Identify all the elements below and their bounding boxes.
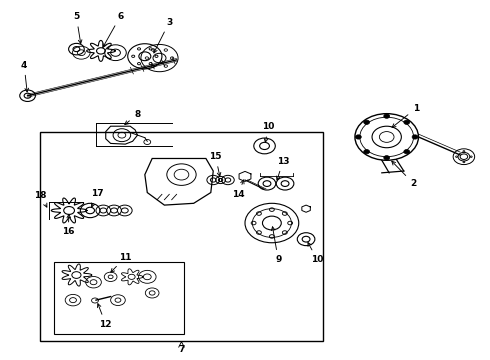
Text: 6: 6 xyxy=(103,12,123,48)
Text: 4: 4 xyxy=(21,61,28,92)
Text: 15: 15 xyxy=(209,152,222,176)
Circle shape xyxy=(355,135,361,139)
Text: 10: 10 xyxy=(262,122,274,142)
Text: 11: 11 xyxy=(111,253,131,272)
Text: 14: 14 xyxy=(232,180,245,199)
Text: 10: 10 xyxy=(308,243,323,264)
Bar xyxy=(54,262,184,334)
Text: 9: 9 xyxy=(271,227,281,264)
Text: 13: 13 xyxy=(276,157,290,180)
Text: 17: 17 xyxy=(91,189,104,207)
Text: 18: 18 xyxy=(34,190,47,207)
Circle shape xyxy=(384,114,390,118)
Text: 2: 2 xyxy=(392,161,416,188)
Text: 12: 12 xyxy=(98,304,112,329)
Text: 5: 5 xyxy=(74,12,82,44)
Circle shape xyxy=(412,135,418,139)
Bar xyxy=(40,132,323,341)
Circle shape xyxy=(404,120,410,125)
Text: 16: 16 xyxy=(62,214,74,237)
Circle shape xyxy=(364,149,369,154)
Circle shape xyxy=(404,149,410,154)
Text: 8: 8 xyxy=(125,110,141,125)
Text: 7: 7 xyxy=(178,345,185,354)
Text: 3: 3 xyxy=(154,18,172,53)
Circle shape xyxy=(384,156,390,160)
Circle shape xyxy=(364,120,369,125)
Text: 1: 1 xyxy=(392,104,419,127)
